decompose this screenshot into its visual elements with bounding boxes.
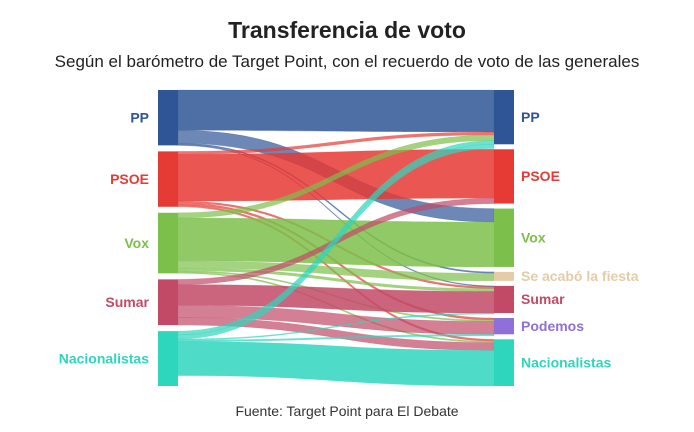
label-left-psoe: PSOE bbox=[110, 171, 149, 187]
node-right-vox bbox=[494, 208, 514, 267]
labels-layer: PP PSOE Vox Sumar Nacionalistas PP PSOE Vox Se a… bbox=[59, 109, 639, 371]
label-right-podemos: Podemos bbox=[521, 318, 584, 334]
link-pp-to-pp bbox=[177, 89, 495, 133]
node-right-se-acabo-la-fiesta bbox=[494, 271, 514, 281]
label-left-sumar: Sumar bbox=[105, 294, 149, 310]
node-left-sumar bbox=[158, 279, 178, 326]
node-left-nacionalistas bbox=[158, 331, 178, 386]
link-nacionalistas-to-pp bbox=[177, 143, 495, 340]
source-note: Fuente: Target Point para El Debate bbox=[235, 403, 459, 419]
node-right-podemos bbox=[494, 318, 514, 335]
links-layer bbox=[177, 89, 495, 387]
node-right-sumar bbox=[494, 285, 514, 314]
label-right-sumar: Sumar bbox=[521, 291, 565, 307]
node-left-pp bbox=[158, 90, 178, 146]
label-right-psoe: PSOE bbox=[521, 168, 560, 184]
label-right-se-acabo-la-fiesta: Se acabó la fiesta bbox=[521, 268, 639, 284]
link-vox-to-se-acabo-la-fiesta bbox=[177, 260, 495, 282]
label-right-vox: Vox bbox=[521, 229, 546, 245]
node-right-pp bbox=[494, 90, 514, 145]
label-left-nacionalistas: Nacionalistas bbox=[59, 350, 149, 366]
node-left-psoe bbox=[158, 151, 178, 207]
label-right-nacionalistas: Nacionalistas bbox=[521, 354, 611, 370]
nodes-layer bbox=[158, 90, 514, 386]
node-right-psoe bbox=[494, 149, 514, 204]
chart-title: Transferencia de voto bbox=[228, 17, 466, 43]
link-nacionalistas-to-podemos bbox=[177, 334, 495, 342]
node-left-vox bbox=[158, 212, 178, 274]
node-right-nacionalistas bbox=[494, 339, 514, 386]
label-right-pp: PP bbox=[521, 109, 540, 125]
link-nacionalistas-to-sumar bbox=[177, 312, 495, 341]
label-left-vox: Vox bbox=[124, 235, 149, 251]
label-left-pp: PP bbox=[130, 109, 149, 125]
chart-subtitle: Según el barómetro de Target Point, con … bbox=[54, 52, 640, 71]
